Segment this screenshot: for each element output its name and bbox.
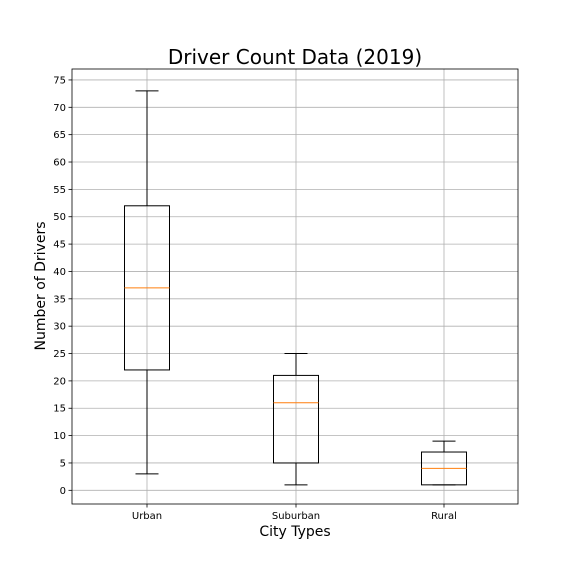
- grid-layer: [72, 69, 518, 504]
- y-tick-label: 15: [53, 404, 66, 415]
- chart-title: Driver Count Data (2019): [168, 45, 422, 69]
- x-tick-label: Urban: [132, 511, 162, 522]
- x-tick-label: Rural: [431, 511, 457, 522]
- y-tick-label: 0: [60, 486, 66, 497]
- y-tick-label: 70: [53, 103, 66, 114]
- x-tick-label: Suburban: [272, 511, 320, 522]
- box-layer: [124, 90, 467, 486]
- plot-frame: [71, 68, 519, 505]
- y-tick-label: 30: [53, 322, 66, 333]
- box-urban: [124, 90, 170, 475]
- y-axis-label: Number of Drivers: [33, 221, 49, 350]
- x-axis-label: City Types: [259, 524, 330, 540]
- y-tick-label: 50: [53, 212, 66, 223]
- y-tick-label: 25: [53, 349, 66, 360]
- y-tick-label: 45: [53, 240, 66, 251]
- y-tick-label: 20: [53, 376, 66, 387]
- y-tick-label: 65: [53, 130, 66, 141]
- y-tick-label: 40: [53, 267, 66, 278]
- y-tick-label: 5: [60, 458, 66, 469]
- y-tick-label: 55: [53, 185, 66, 196]
- y-tick-label: 60: [53, 158, 66, 169]
- x-axis: Urban Suburban Rural: [132, 504, 457, 522]
- y-tick-label: 75: [53, 75, 66, 86]
- y-axis: 0 5 10 15 20 25 30 35 40 45 50 55 60 65 70 75: [53, 75, 72, 497]
- box-suburban: [273, 353, 319, 486]
- y-tick-label: 35: [53, 294, 66, 305]
- box-iqr: [273, 374, 319, 464]
- y-tick-label: 10: [53, 431, 66, 442]
- box-rural: [421, 440, 467, 486]
